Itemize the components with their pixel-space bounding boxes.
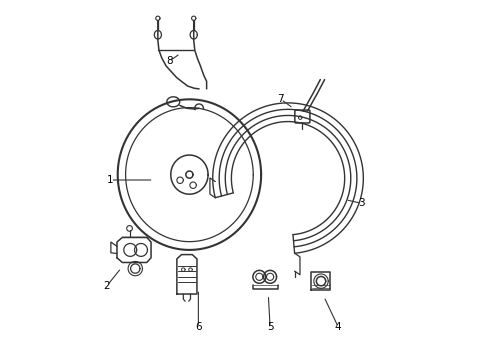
Text: 1: 1 — [107, 175, 114, 185]
Text: 8: 8 — [167, 56, 173, 66]
Text: 2: 2 — [103, 281, 110, 291]
Text: 4: 4 — [335, 322, 342, 332]
Text: 3: 3 — [358, 198, 365, 208]
Text: 5: 5 — [267, 322, 273, 332]
Text: 7: 7 — [277, 94, 284, 104]
Text: 6: 6 — [195, 322, 202, 332]
